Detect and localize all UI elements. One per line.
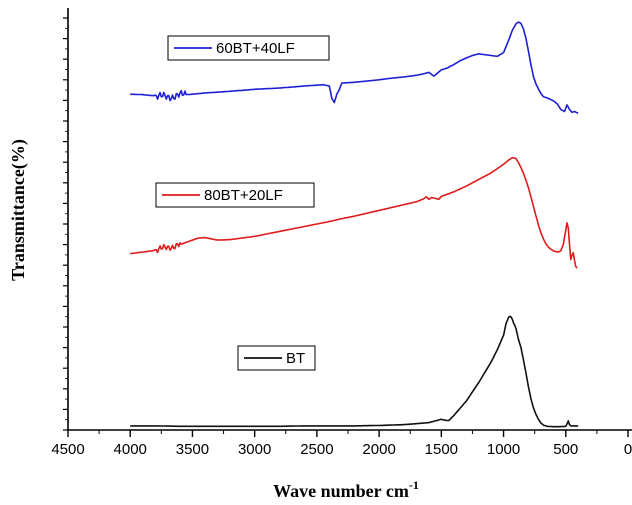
x-tick-label: 3500	[176, 441, 209, 458]
x-tick-label: 0	[624, 441, 632, 458]
legend-label: 60BT+40LF	[216, 40, 295, 57]
x-tick-label: 2000	[362, 441, 395, 458]
x-axis-ticks: 4500 4000 3500 3000 2500 2000 1500 1000 500 0	[51, 430, 632, 458]
series-line-60bt-40lf	[130, 21, 579, 114]
legend-bt: BT	[237, 345, 316, 371]
legend-label: 80BT+20LF	[204, 187, 283, 204]
x-tick-label: 2500	[300, 441, 333, 458]
y-axis-label: Transmittance(%)	[8, 139, 29, 281]
legend-layer: 60BT+40LF 80BT+20LF BT	[155, 35, 330, 371]
series-line-bt	[130, 315, 579, 428]
legend-60bt-40lf: 60BT+40LF	[167, 35, 330, 61]
x-tick-label: 4500	[51, 441, 84, 458]
x-axis-label: Wave number cm-1	[273, 478, 419, 501]
x-tick-label: 1500	[425, 441, 458, 458]
series-line-80bt-20lf	[130, 156, 578, 269]
legend-label: BT	[286, 350, 305, 367]
series-layer	[130, 21, 579, 428]
x-tick-label: 4000	[114, 441, 147, 458]
x-tick-label: 500	[553, 441, 578, 458]
x-tick-label: 3000	[238, 441, 271, 458]
x-axis-label-text: Wave number cm	[273, 481, 409, 501]
plot-frame	[67, 8, 632, 431]
y-axis-ticks	[63, 17, 68, 431]
legend-80bt-20lf: 80BT+20LF	[155, 182, 315, 208]
x-tick-label: 1000	[487, 441, 520, 458]
x-axis-label-sup: -1	[409, 478, 419, 492]
